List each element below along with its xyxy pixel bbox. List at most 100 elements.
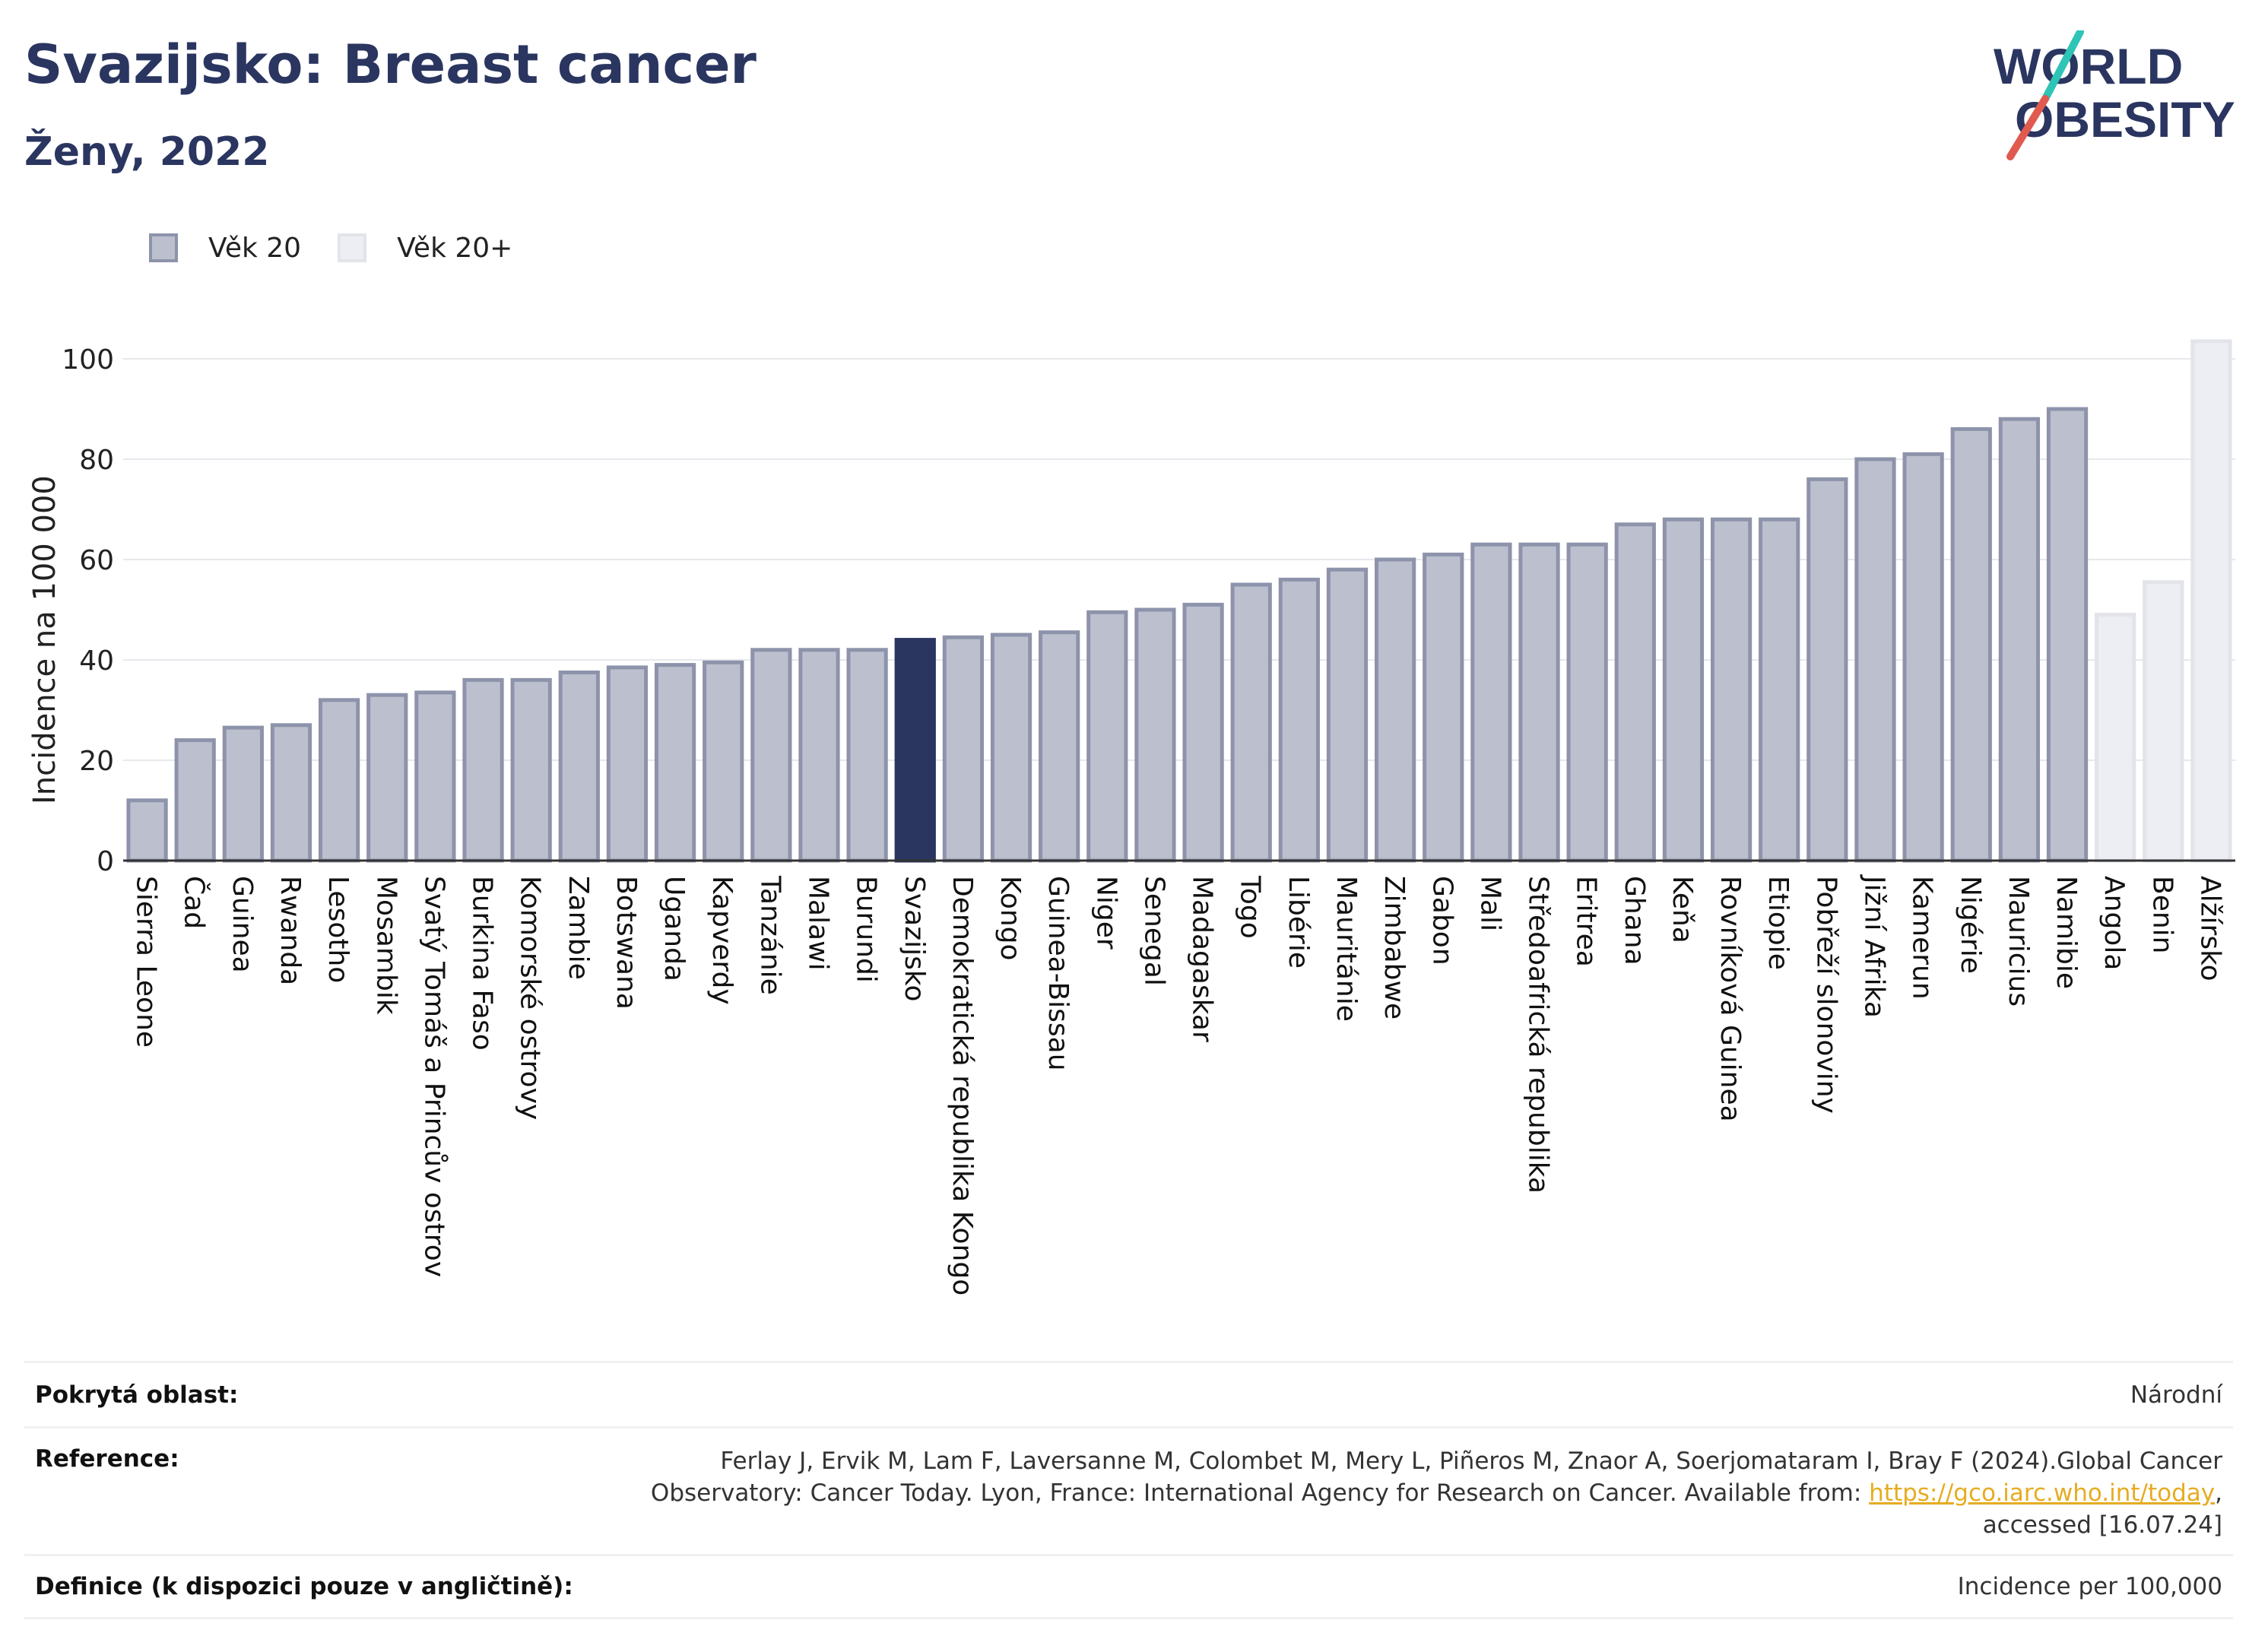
- x-tick-label: Zimbabwe: [1378, 876, 1410, 1019]
- x-tick-label: Guinea-Bissau: [1042, 876, 1074, 1071]
- bar: [1662, 517, 1705, 863]
- x-tick-label: Svatý Tomáš a Princův ostrov: [418, 876, 449, 1277]
- x-tick-label: Guinea: [227, 876, 258, 973]
- info-footer: Pokrytá oblast: Národní Reference: Ferla…: [24, 1361, 2233, 1619]
- x-tick-label: Čad: [179, 876, 211, 929]
- bar: [1566, 542, 1608, 863]
- x-tick-label: Rovníková Guinea: [1715, 876, 1746, 1122]
- coverage-value: Národní: [2130, 1381, 2222, 1409]
- bar: [942, 635, 985, 863]
- definition-value: Incidence per 100,000: [1957, 1573, 2222, 1600]
- x-tick-label: Mauritánie: [1331, 876, 1362, 1022]
- footer-row-coverage: Pokrytá oblast: Národní: [24, 1361, 2233, 1426]
- y-tick-label: 40: [79, 645, 114, 677]
- bar: [1326, 567, 1369, 863]
- bar: [126, 798, 168, 863]
- bar: [1854, 457, 1896, 863]
- reference-line-2-text: Observatory: Cancer Today. Lyon, France:…: [650, 1479, 1870, 1507]
- legend-item-vek-20-plus[interactable]: Věk 20+: [338, 233, 512, 264]
- coverage-label: Pokrytá oblast:: [35, 1381, 239, 1409]
- reference-line-1: Ferlay J, Ervik M, Lam F, Laversanne M, …: [720, 1447, 2222, 1475]
- y-tick-label: 100: [62, 344, 114, 376]
- footer-row-definition: Definice (k dispozici pouze v angličtině…: [24, 1554, 2233, 1619]
- bar: [703, 660, 744, 863]
- x-tick-label: Burundi: [851, 876, 882, 983]
- legend-swatch: [149, 233, 178, 262]
- bar: [750, 648, 792, 863]
- bar: [1374, 557, 1416, 863]
- bar: [606, 665, 649, 863]
- x-tick-label: Keňa: [1667, 876, 1698, 943]
- logo-slash-teal: [2041, 30, 2084, 103]
- legend-swatch: [338, 233, 367, 262]
- logo-slash-red: [2006, 95, 2049, 160]
- reference-link[interactable]: https://gco.iarc.who.int/today: [1869, 1479, 2216, 1507]
- bar: [654, 663, 696, 863]
- bar: [1950, 426, 1992, 863]
- x-tick-label: Kamerun: [1907, 876, 1938, 1000]
- x-tick-label: Madagaskar: [1187, 876, 1218, 1042]
- bar: [462, 677, 504, 863]
- world-obesity-logo: WORLD OBESITY: [1994, 30, 2235, 160]
- y-tick-label: 20: [79, 746, 114, 777]
- bar: [2046, 407, 2089, 863]
- y-tick-label: 0: [97, 846, 114, 877]
- x-tick-label: Jižní Afrika: [1858, 874, 1889, 1018]
- page-subtitle: Ženy, 2022: [24, 129, 270, 175]
- bar: [510, 677, 552, 863]
- bar: [174, 738, 216, 863]
- x-tick-label: Togo: [1235, 875, 1266, 939]
- bar: [1230, 582, 1272, 863]
- legend-item-vek-20[interactable]: Věk 20: [149, 233, 301, 264]
- x-tick-label: Benin: [2146, 876, 2178, 953]
- bar: [1423, 552, 1464, 863]
- x-tick-label: Libérie: [1283, 876, 1314, 969]
- bar: [414, 690, 456, 863]
- x-tick-label: Středoafrická republika: [1523, 876, 1554, 1194]
- legend-label: Věk 20+: [397, 232, 513, 264]
- x-tick-label: Ghana: [1619, 876, 1650, 966]
- reference-value: Ferlay J, Ervik M, Lam F, Laversanne M, …: [651, 1445, 2233, 1554]
- y-tick-label: 80: [79, 445, 114, 476]
- bar: [2095, 613, 2136, 863]
- bar: [270, 723, 312, 863]
- x-tick-label: Niger: [1090, 876, 1121, 950]
- bar: [990, 633, 1033, 863]
- bar: [558, 671, 600, 863]
- bar: [1134, 607, 1176, 863]
- bar: [1470, 542, 1512, 863]
- y-tick-label: 60: [79, 545, 114, 576]
- bar: [2143, 580, 2184, 863]
- x-tick-label: Eritrea: [1571, 876, 1602, 967]
- footer-row-reference: Reference: Ferlay J, Ervik M, Lam F, Lav…: [24, 1426, 2233, 1554]
- reference-line-2: Observatory: Cancer Today. Lyon, France:…: [651, 1477, 2222, 1509]
- bar: [1806, 477, 1848, 863]
- x-tick-label: Uganda: [658, 876, 690, 981]
- bar: [1039, 630, 1080, 863]
- y-axis-title: Incidence na 100 000: [27, 475, 62, 804]
- x-tick-label: Mosambik: [370, 876, 401, 1015]
- x-tick-label: Angola: [2098, 876, 2130, 970]
- bar: [894, 638, 936, 863]
- bar: [1182, 602, 1224, 863]
- x-tick-label: Kapverdy: [706, 876, 738, 1005]
- bar: [1086, 610, 1128, 863]
- bar: [846, 648, 888, 863]
- x-tick-label: Komorské ostrovy: [515, 876, 546, 1120]
- x-tick-label: Lesotho: [322, 876, 354, 983]
- logo-line2: OBESITY: [2015, 91, 2235, 147]
- x-tick-label: Namibie: [2051, 876, 2082, 989]
- x-tick-label: Burkina Faso: [467, 876, 498, 1051]
- chart-legend: Věk 20 Věk 20+: [149, 225, 549, 271]
- bar: [1614, 522, 1656, 863]
- x-tick-label: Rwanda: [274, 876, 306, 985]
- reference-line-3: accessed [16.07.24]: [1982, 1511, 2222, 1539]
- bar-chart: 0 20 40 60 80 100 Incidence na 100 000 Sierra L…: [27, 339, 2235, 1295]
- x-tick-label: Mali: [1474, 876, 1505, 931]
- bar: [1759, 517, 1800, 863]
- x-tick-label: Demokratická republika Kongo: [947, 876, 978, 1295]
- bar: [1518, 542, 1560, 863]
- bar: [1902, 452, 1944, 863]
- x-tick-label: Sierra Leone: [131, 876, 162, 1048]
- x-tick-label: Kongo: [994, 876, 1026, 961]
